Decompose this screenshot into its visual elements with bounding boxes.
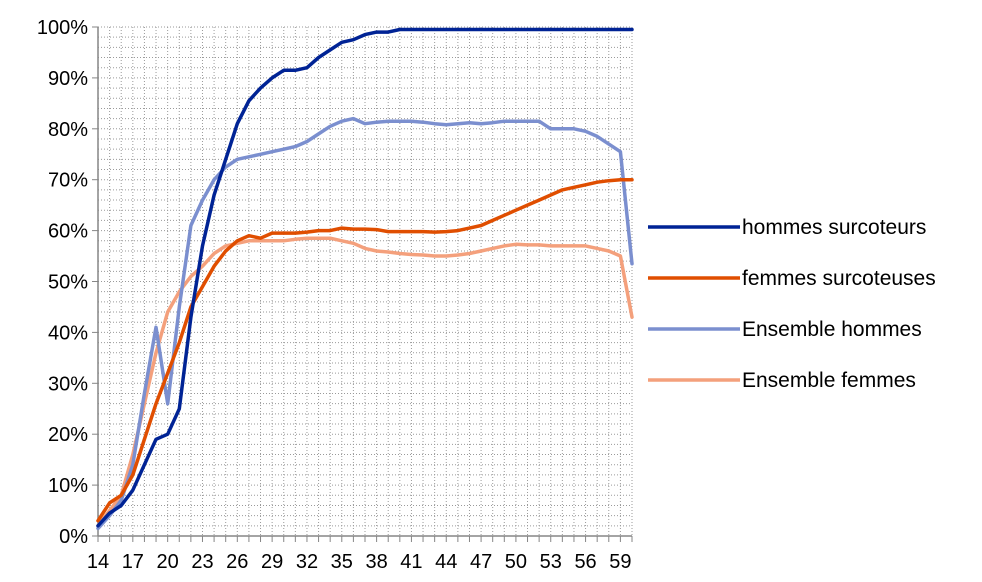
legend-label: Ensemble femmes — [742, 369, 916, 392]
x-tick-label: 59 — [609, 551, 631, 573]
y-tick-label: 40% — [48, 322, 88, 344]
y-tick-label: 90% — [48, 68, 88, 90]
x-tick-label: 32 — [296, 551, 318, 573]
y-tick-label: 50% — [48, 272, 88, 294]
x-axis-tick-labels: 14 17 20 23 26 29 32 35 38 41 44 47 50 53 56 59 — [87, 551, 632, 573]
y-tick-label: 20% — [48, 424, 88, 446]
legend-label: hommes surcoteurs — [742, 216, 926, 239]
x-tick-label: 44 — [435, 551, 457, 573]
series-line-2 — [96, 116, 634, 531]
x-tick-label: 53 — [540, 551, 562, 573]
x-tick-label: 38 — [365, 551, 387, 573]
series-line-0 — [96, 27, 634, 528]
y-tick-label: 0% — [59, 526, 88, 548]
legend: hommes surcoteurs femmes surcoteuses Ensem… — [648, 216, 936, 392]
series-line-3 — [96, 236, 634, 528]
y-tick-label: 60% — [48, 221, 88, 243]
y-tick-label: 30% — [48, 373, 88, 395]
y-tick-label: 80% — [48, 119, 88, 141]
x-tick-label: 41 — [400, 551, 422, 573]
series-line-1 — [96, 177, 634, 523]
x-tick-label: 14 — [87, 551, 109, 573]
x-tick-label: 47 — [470, 551, 492, 573]
legend-label: femmes surcoteuses — [742, 267, 936, 290]
x-tick-label: 17 — [122, 551, 144, 573]
x-tick-label: 35 — [331, 551, 353, 573]
y-tick-label: 10% — [48, 475, 88, 497]
y-tick-label: 70% — [48, 170, 88, 192]
y-tick-label: 100% — [37, 17, 88, 39]
x-tick-label: 23 — [191, 551, 213, 573]
x-tick-label: 50 — [505, 551, 527, 573]
y-axis-tick-labels: 0% 10% 20% 30% 40% 50% 60% 70% 80% 90% 100% — [37, 17, 88, 548]
x-tick-label: 20 — [157, 551, 179, 573]
x-tick-label: 26 — [226, 551, 248, 573]
x-tick-label: 56 — [574, 551, 596, 573]
series-lines — [96, 27, 634, 531]
axes — [92, 26, 633, 542]
x-tick-label: 29 — [261, 551, 283, 573]
legend-label: Ensemble hommes — [742, 318, 922, 341]
grid-lines — [97, 26, 633, 537]
